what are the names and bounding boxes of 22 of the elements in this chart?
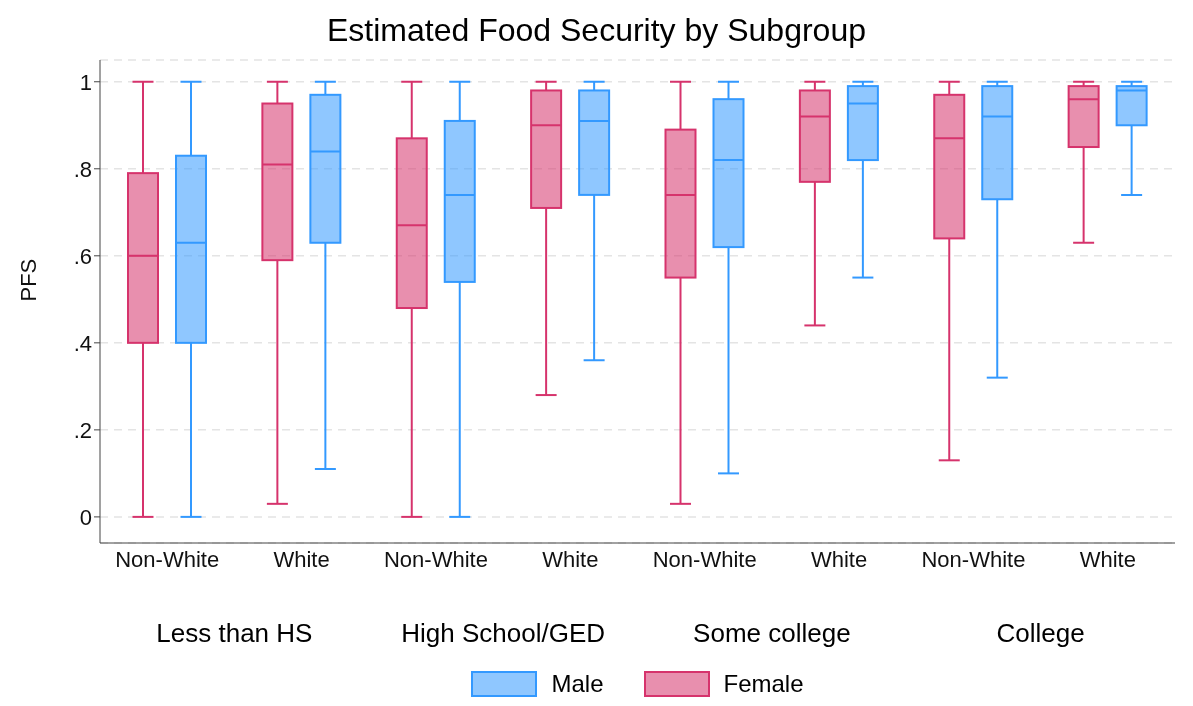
x-tick-label: White	[542, 546, 599, 572]
text: High School/GED	[400, 618, 606, 649]
x-tick-label: White	[1079, 546, 1136, 572]
legend-label: Male	[551, 670, 604, 698]
chart-title: Estimated Food Security by Subgroup	[326, 12, 867, 49]
x-tick-label: White	[810, 546, 868, 572]
x-tick-label: Non-White	[115, 546, 220, 572]
text: Some college	[692, 618, 852, 649]
y-tick-label: 0	[79, 504, 92, 530]
y-tick-label: .6	[73, 243, 92, 269]
text: Less than HS	[155, 618, 314, 649]
x-tick-label: Non-White	[652, 546, 757, 572]
x-tick-label: White	[273, 546, 330, 572]
y-tick-label: .4	[73, 330, 92, 356]
legend-label: Female	[723, 670, 804, 698]
x-tick-label: Non-White	[921, 546, 1026, 572]
x-tick-label: Non-White	[383, 546, 488, 572]
y-tick-label: 1	[79, 69, 92, 95]
y-tick-label: .2	[73, 417, 92, 443]
text: College	[995, 618, 1086, 649]
y-axis-title: PFS	[15, 258, 41, 302]
y-tick-label: .8	[73, 156, 92, 182]
